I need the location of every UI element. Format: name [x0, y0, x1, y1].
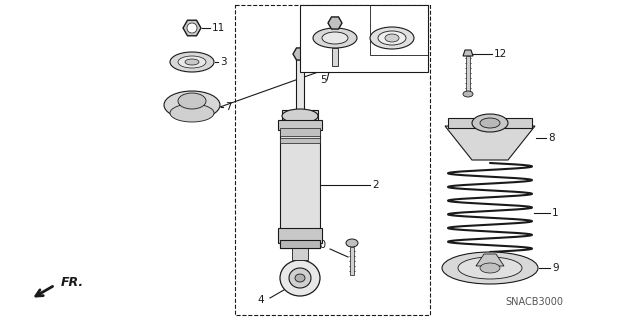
Bar — [280, 120, 320, 248]
Bar — [296, 48, 304, 115]
Ellipse shape — [313, 28, 357, 48]
Bar — [350, 247, 354, 275]
Ellipse shape — [170, 104, 214, 122]
Ellipse shape — [185, 59, 199, 65]
Ellipse shape — [282, 109, 318, 123]
Polygon shape — [293, 48, 307, 60]
Ellipse shape — [370, 27, 414, 49]
Ellipse shape — [480, 263, 500, 273]
Text: 5: 5 — [320, 75, 326, 85]
Bar — [278, 228, 322, 243]
Bar — [300, 5, 428, 72]
Ellipse shape — [295, 274, 305, 282]
Ellipse shape — [458, 257, 522, 279]
Text: SNACB3000: SNACB3000 — [505, 297, 563, 307]
Text: 2: 2 — [372, 180, 379, 190]
Text: 1: 1 — [552, 208, 559, 218]
Polygon shape — [328, 17, 342, 29]
Text: 9: 9 — [552, 263, 559, 273]
Bar — [466, 56, 470, 92]
Text: FR.: FR. — [61, 277, 84, 290]
Ellipse shape — [322, 32, 348, 44]
Bar — [332, 48, 338, 66]
Bar — [448, 118, 532, 128]
Bar — [280, 138, 320, 143]
Ellipse shape — [346, 239, 358, 247]
Polygon shape — [445, 126, 535, 160]
Ellipse shape — [442, 252, 538, 284]
Text: 6: 6 — [422, 33, 429, 43]
Ellipse shape — [378, 31, 406, 45]
Text: 11: 11 — [212, 23, 225, 33]
Text: 7: 7 — [225, 102, 232, 112]
Bar — [292, 248, 308, 260]
Polygon shape — [476, 254, 504, 266]
Text: 10: 10 — [314, 240, 327, 250]
Bar — [282, 110, 318, 122]
Text: 12: 12 — [494, 49, 508, 59]
Ellipse shape — [178, 56, 206, 68]
Text: 4: 4 — [257, 295, 264, 305]
Ellipse shape — [289, 268, 311, 288]
Ellipse shape — [178, 93, 206, 109]
Ellipse shape — [480, 118, 500, 128]
Ellipse shape — [472, 114, 508, 132]
Bar — [278, 120, 322, 130]
Text: 3: 3 — [220, 57, 227, 67]
Ellipse shape — [170, 52, 214, 72]
Ellipse shape — [187, 23, 197, 33]
Polygon shape — [183, 20, 201, 36]
Bar — [370, 5, 428, 55]
Ellipse shape — [385, 34, 399, 42]
Ellipse shape — [280, 260, 320, 296]
Polygon shape — [463, 50, 473, 56]
Bar — [280, 240, 320, 248]
Text: 8: 8 — [548, 133, 555, 143]
Ellipse shape — [463, 91, 473, 97]
Bar — [235, 5, 430, 315]
Ellipse shape — [164, 91, 220, 119]
Bar — [280, 128, 320, 136]
